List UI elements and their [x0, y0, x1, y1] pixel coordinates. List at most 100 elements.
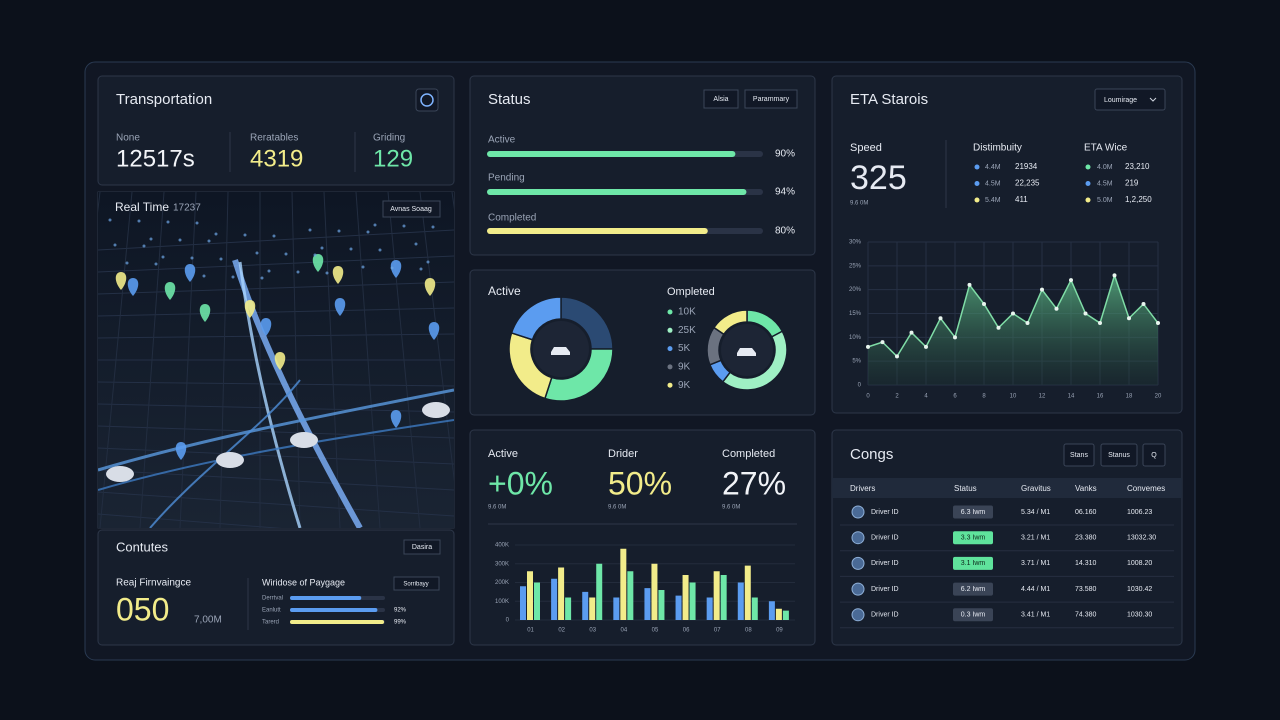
bar: [596, 563, 603, 620]
legend-dot: [667, 346, 673, 352]
x-tick-label: 18: [1126, 394, 1133, 400]
button-label: Stanus: [1108, 452, 1130, 459]
y-tick-label: 15%: [849, 311, 862, 317]
map-dot: [325, 271, 329, 275]
kpi-label: Completed: [722, 448, 775, 460]
x-tick-label: 09: [776, 628, 783, 634]
map-value: 17237: [173, 203, 201, 214]
point: [909, 330, 914, 335]
cell: 14.310: [1075, 560, 1097, 567]
x-tick-label: 03: [589, 628, 596, 634]
bar: [744, 565, 751, 620]
map-dot: [373, 223, 377, 227]
map-street: [98, 333, 454, 339]
bar-value: 80%: [775, 226, 795, 237]
map-dot: [272, 234, 276, 238]
cell: 3.41 / M1: [1021, 612, 1050, 619]
map-street: [99, 192, 133, 528]
map-pin: [334, 298, 346, 316]
map-street: [98, 381, 454, 387]
button[interactable]: [1100, 443, 1138, 467]
button[interactable]: [1063, 443, 1095, 467]
y-tick-label: 20%: [849, 287, 862, 293]
bar: [487, 189, 747, 195]
point: [866, 344, 870, 349]
list-value: 411: [1015, 195, 1028, 204]
list-title: Distimbuity: [973, 143, 1022, 154]
settings-button[interactable]: [415, 88, 439, 112]
list-value: 23,210: [1125, 162, 1150, 171]
map-dot: [161, 255, 165, 259]
map-pin: [164, 282, 176, 300]
map-pin: [115, 272, 127, 290]
point: [924, 344, 928, 349]
kpi-value: +0%: [488, 465, 553, 501]
map-pin: [175, 442, 187, 460]
y-tick-label: 100K: [495, 599, 509, 605]
x-tick-label: 04: [621, 628, 628, 634]
bar: [706, 597, 713, 620]
button-label: Sorribayy: [403, 582, 428, 588]
cell: Driver ID: [871, 535, 899, 542]
point: [1040, 287, 1044, 292]
x-tick-label: 8: [982, 394, 986, 400]
x-tick-label: 02: [558, 628, 565, 634]
dropdown[interactable]: [1094, 88, 1166, 111]
x-tick-label: 08: [745, 628, 752, 634]
bar: [675, 595, 682, 620]
button[interactable]: [393, 576, 440, 591]
cell: 74.380: [1075, 612, 1097, 619]
bar-label: Eanlutt: [262, 608, 281, 614]
list-value: 219: [1125, 179, 1139, 188]
cell: 1030.30: [1127, 612, 1152, 619]
cell: 23.380: [1075, 535, 1097, 542]
button-label: Q: [1151, 452, 1157, 459]
map-dot: [419, 267, 423, 271]
y-tick-label: 200K: [495, 580, 509, 586]
list-value: 22,235: [1015, 179, 1040, 188]
map-street: [98, 307, 454, 317]
bar: [644, 588, 651, 620]
point: [880, 340, 885, 345]
cell: 6.3 Iwm: [961, 509, 986, 516]
stat-label: Griding: [373, 133, 405, 144]
map-dot: [178, 238, 182, 242]
car-icon: [551, 347, 570, 355]
bar: [720, 575, 727, 620]
title: Transportation: [116, 91, 212, 108]
button[interactable]: [403, 539, 441, 555]
map-button[interactable]: [382, 200, 441, 218]
map-street: [98, 229, 454, 251]
map-dot: [207, 239, 211, 243]
kpi-sub: 9.6 0M: [722, 505, 740, 511]
bar: [487, 151, 736, 157]
cell: 13032.30: [1127, 535, 1156, 542]
button[interactable]: [1142, 443, 1166, 467]
point: [1112, 273, 1117, 278]
column-header: Convemes: [1127, 484, 1165, 493]
map-pin: [199, 304, 211, 322]
settings-icon: [420, 93, 434, 107]
cell: 6.2 Iwm: [961, 586, 986, 593]
bar: [682, 575, 689, 620]
kpi-value: 50%: [608, 465, 672, 501]
table-header: [832, 478, 1182, 498]
panel: [469, 75, 816, 256]
point: [1156, 321, 1160, 326]
button[interactable]: [744, 89, 798, 109]
x-tick-label: 12: [1039, 394, 1046, 400]
x-tick-label: 07: [714, 628, 721, 634]
map-dot: [313, 253, 317, 257]
list-value: 1,2,250: [1125, 195, 1152, 204]
status-tag: [953, 505, 993, 519]
legend-dot: [667, 327, 673, 333]
avatar: [851, 608, 865, 622]
button[interactable]: [703, 89, 739, 109]
x-tick-label: 0: [866, 394, 870, 400]
cell: 1008.20: [1127, 560, 1152, 567]
legend-label: 25K: [678, 325, 696, 336]
bar: [558, 567, 565, 620]
panel: [97, 75, 455, 186]
map-street: [179, 192, 197, 528]
map-pin: [184, 264, 196, 282]
